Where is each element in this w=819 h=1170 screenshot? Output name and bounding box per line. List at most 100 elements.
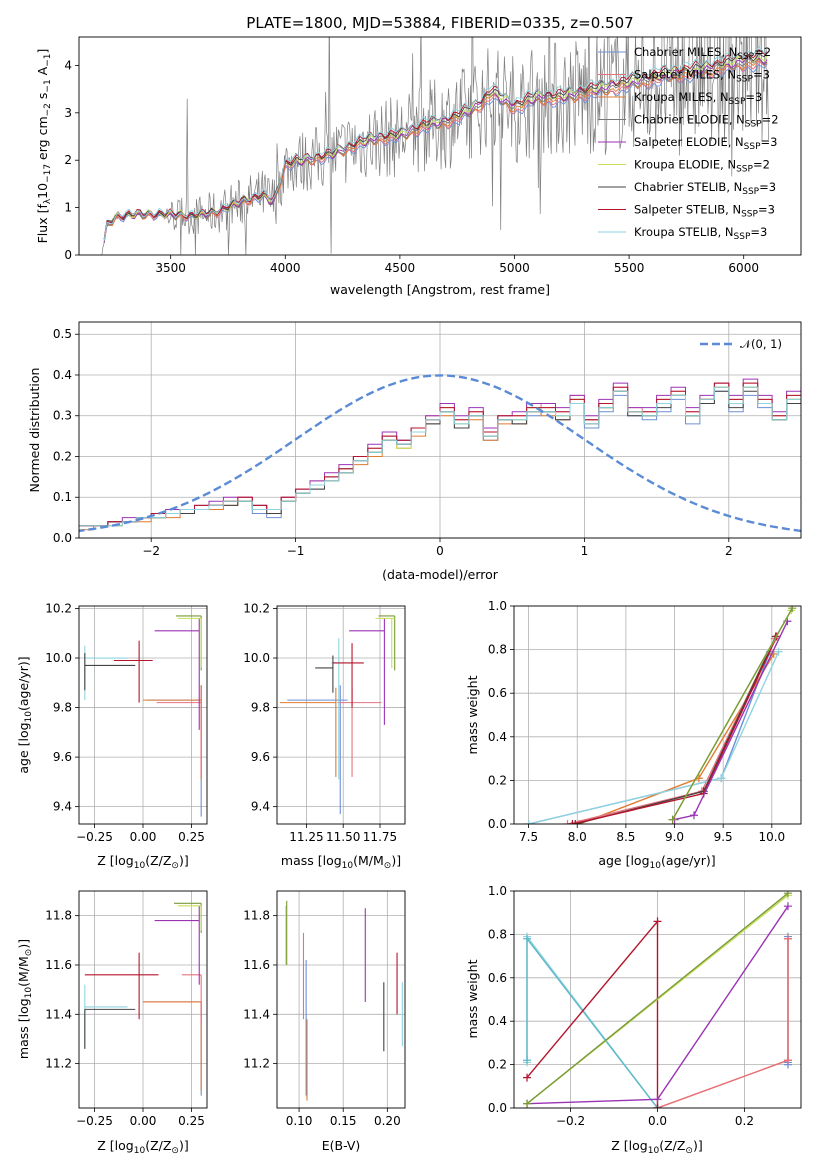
x-tick-label: 9.0 [665, 830, 684, 844]
y-tick-label: 0.8 [488, 643, 507, 657]
normal-curve [79, 374, 801, 533]
x-axis-label: wavelength [Angstrom, rest frame] [330, 282, 550, 297]
legend-label: 𝒩(0, 1) [740, 337, 782, 351]
y-tick-label: 10.0 [45, 651, 72, 665]
legend: Chabrier MILES, NSSP=2 Salpeter MILES, NS… [598, 45, 779, 242]
y-tick-label: 2 [64, 153, 72, 167]
weight-line-2 [657, 938, 789, 1108]
panel-7: −0.2 0.0 0.2 0.0 0.2 0.4 0.6 0.8 1.0 [488, 884, 802, 1128]
weight-marker [653, 1104, 662, 1108]
y-tick-label: 11.4 [45, 1007, 72, 1021]
panel-1: −2 −1 0 1 2 0.0 0.1 0.2 0.3 0.4 0.5 [53, 321, 802, 558]
weight-line-4 [526, 936, 659, 1108]
model-spectrum-6 [103, 52, 768, 240]
x-axis-label: Z [log10(Z/Z⊙)] [611, 1138, 702, 1156]
x-axis-label: (data-model)/error [382, 567, 499, 582]
panel-6: 0.10 0.15 0.20 11.2 11.4 11.6 11.8 [243, 890, 406, 1128]
y-tick-label: 0.8 [488, 927, 507, 941]
weight-marker [523, 1056, 532, 1065]
y-tick-label: 9.6 [53, 750, 72, 764]
axes-frame [276, 890, 406, 1109]
weight-line-0 [528, 651, 771, 824]
y-tick-label: 9.4 [53, 800, 72, 814]
y-tick-label: 0.4 [488, 730, 507, 744]
x-tick-label: −2 [142, 544, 160, 558]
x-tick-label: 11.75 [363, 830, 397, 844]
y-tick-label: 11.2 [45, 1057, 72, 1071]
y-axis-label: age [log10(age/yr)] [16, 656, 34, 773]
weight-line-4 [575, 636, 777, 824]
histogram-4 [79, 378, 801, 527]
plot-area [524, 606, 797, 824]
plot-area [101, 37, 769, 255]
panel-4: 7.5 8.0 8.5 9.0 9.5 10.0 0.0 0.2 0.4 0.6 0.8 1.0 [488, 599, 802, 844]
y-tick-label: 0.4 [488, 1014, 507, 1028]
weight-marker [523, 1099, 532, 1108]
plot-area [84, 615, 202, 817]
y-tick-label: 10.2 [45, 601, 72, 615]
x-tick-label: 10.0 [758, 830, 785, 844]
y-tick-label: 11.2 [243, 1057, 270, 1071]
weight-marker [783, 891, 792, 898]
y-axis-label: mass weight [465, 675, 480, 754]
x-tick-label: 0.10 [286, 1114, 313, 1128]
plot-area [285, 900, 403, 1101]
x-tick-label: 0.00 [130, 1114, 157, 1128]
weight-marker [788, 606, 797, 613]
legend-label: Kroupa MILES, NSSP=3 [634, 90, 762, 107]
y-axis-label: mass [log10(M/M⊙)] [16, 939, 34, 1059]
y-tick-label: 3 [64, 106, 72, 120]
legend-label: Chabrier MILES, NSSP=2 [634, 45, 771, 62]
legend-label: Chabrier STELIB, NSSP=3 [634, 180, 776, 197]
weight-marker [563, 820, 572, 824]
x-tick-label: −0.25 [76, 1114, 113, 1128]
axes-frame [78, 890, 208, 1109]
axes-frame [513, 605, 802, 825]
y-tick-label: 11.4 [243, 1007, 270, 1021]
y-tick-label: 9.4 [251, 800, 270, 814]
legend-label: Kroupa ELODIE, NSSP=2 [634, 158, 770, 175]
y-tick-label: 9.8 [53, 701, 72, 715]
model-spectrum-5 [103, 54, 768, 241]
x-tick-label: 8.5 [616, 830, 635, 844]
y-tick-label: 11.8 [243, 909, 270, 923]
y-tick-label: 0.2 [488, 1058, 507, 1072]
axes-frame [78, 321, 802, 539]
weight-marker [523, 1073, 532, 1082]
y-tick-label: 10.2 [243, 601, 270, 615]
legend-label: Kroupa STELIB, NSSP=3 [634, 225, 767, 242]
chart-title: PLATE=1800, MJD=53884, FIBERID=0335, z=0… [246, 14, 633, 32]
histogram-8 [79, 386, 801, 527]
weight-marker [783, 1056, 792, 1065]
x-tick-label: 5500 [614, 261, 645, 275]
y-tick-label: 11.6 [45, 958, 72, 972]
y-tick-label: 1.0 [488, 884, 507, 898]
legend-label: Salpeter MILES, NSSP=3 [634, 68, 770, 85]
legend-label: Salpeter STELIB, NSSP=3 [634, 203, 775, 220]
weight-marker [717, 774, 726, 783]
x-tick-label: 0.15 [330, 1114, 357, 1128]
y-tick-label: 9.6 [251, 750, 270, 764]
panel-5: −0.25 0.00 0.25 11.2 11.4 11.6 11.8 [45, 890, 208, 1128]
x-axis-label: E(B-V) [322, 1138, 361, 1153]
panel-3: 11.25 11.50 11.75 9.4 9.6 9.8 10.0 10.2 [243, 601, 406, 844]
weight-line-2 [567, 638, 776, 824]
panel-0: 3500 4000 4500 5000 5500 6000 0 1 2 3 4 [64, 36, 802, 275]
weight-marker [568, 820, 577, 824]
x-tick-label: 9.5 [714, 830, 733, 844]
y-tick-label: 0.2 [53, 449, 72, 463]
x-tick-label: 7.5 [519, 830, 538, 844]
x-tick-label: 6000 [728, 261, 759, 275]
x-tick-label: 4000 [270, 261, 301, 275]
plot-area [279, 615, 396, 815]
y-tick-label: 1 [64, 201, 72, 215]
plot-area [523, 891, 792, 1108]
x-tick-label: −1 [287, 544, 305, 558]
weight-marker [653, 917, 662, 926]
model-spectrum-8 [103, 46, 768, 241]
weight-marker [774, 647, 783, 656]
y-tick-label: 0.0 [488, 1101, 507, 1115]
y-tick-label: 9.8 [251, 701, 270, 715]
weight-marker [668, 815, 677, 824]
